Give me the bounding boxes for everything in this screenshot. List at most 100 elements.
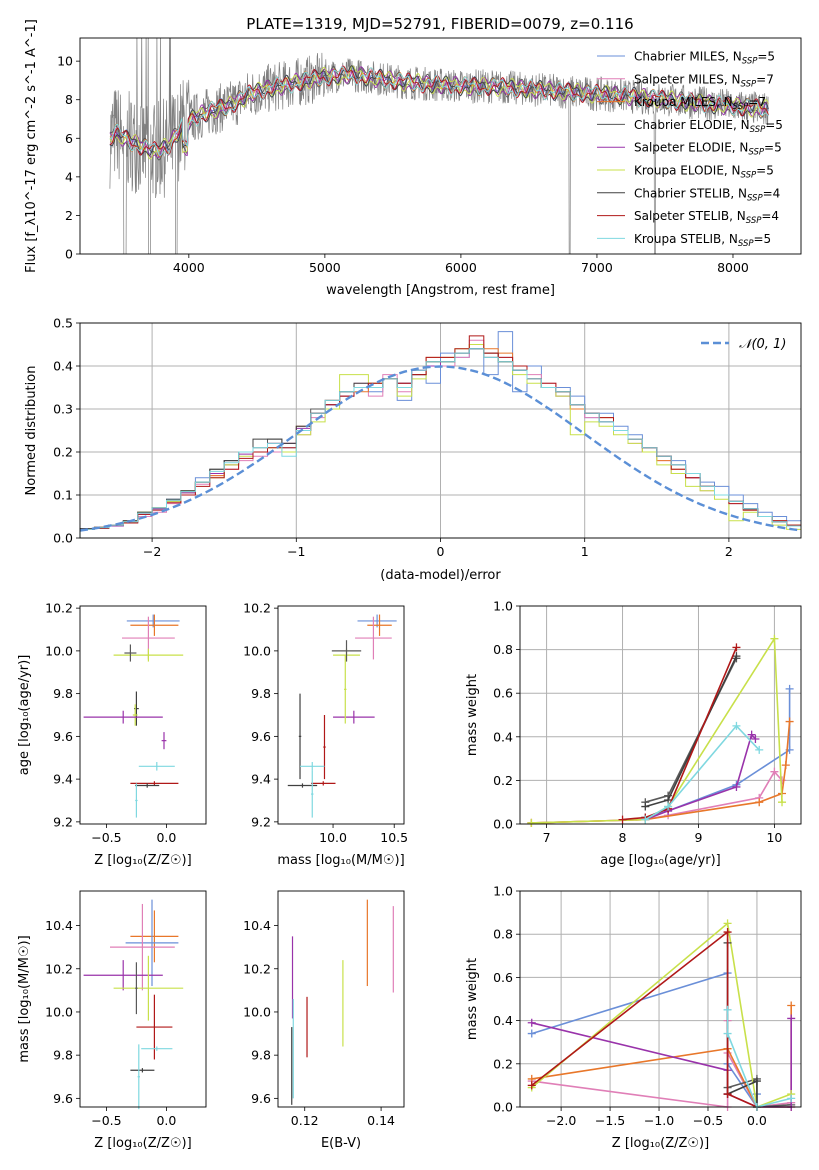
weight-marker [781, 761, 790, 770]
legend-entry: Kroupa STELIB, NSSP=5 [634, 232, 771, 249]
residuals-ylabel: Normed distribution [24, 366, 39, 496]
y-tick-label: 0.2 [53, 445, 73, 460]
y-tick-label: 4 [65, 169, 73, 184]
legend-entry-sub: SSP [738, 239, 754, 249]
y-tick-label: 0.1 [53, 488, 73, 503]
weight-line-kroupa-elodie [531, 921, 792, 1109]
histogram-kroupa-stelib [79, 348, 801, 538]
weight-marker [732, 652, 741, 661]
y-tick-label: 9.6 [53, 1091, 73, 1106]
x-tick-label: 0.0 [156, 830, 176, 845]
y-tick-label: 0.6 [493, 686, 513, 701]
mass_weight_vs_age-frame [519, 605, 802, 825]
weight-marker [752, 1077, 761, 1086]
mass_weight_vs_age-axes: 7 8 9 10 0.0 0.2 0.4 0.6 0.8 1.0 [493, 599, 801, 845]
y-tick-label: 8 [65, 92, 73, 107]
y-tick-label: 9.6 [53, 729, 73, 744]
legend-entry-base: Salpeter ELODIE, N [634, 141, 748, 155]
mass_vs_Z-axes: −0.5 0.0 9.6 9.8 10.0 10.2 10.4 [45, 918, 176, 1128]
weight-marker [527, 818, 536, 827]
errorbar-point [130, 614, 179, 636]
age_vs_mass-xlabel: mass [log₁₀(M/M☉)] [277, 853, 404, 868]
histogram-chabrier-miles [79, 331, 801, 538]
age_vs_Z-xlabel: Z [log₁₀(Z/Z☉)] [94, 853, 191, 868]
age_vs_Z-axes: −0.5 0.0 9.2 9.4 9.6 9.8 10.0 10.2 [45, 601, 176, 845]
x-tick-label: 7 [543, 830, 551, 845]
errorbar-point [113, 955, 184, 1021]
mass_vs_ebv-axes: 0.12 0.14 9.6 9.8 10.0 10.2 10.4 [243, 918, 395, 1128]
x-tick-label: −0.5 [91, 830, 121, 845]
y-tick-label: 9.8 [251, 1048, 271, 1063]
weight-line-salpeter-elodie [645, 732, 757, 821]
weight-marker [787, 1014, 796, 1023]
weight-marker [527, 1081, 536, 1090]
weight-marker [527, 1029, 536, 1038]
y-tick-label: 0.4 [493, 729, 513, 744]
y-tick-label: 9.8 [53, 1048, 73, 1063]
legend-entry-base: Chabrier ELODIE, N [634, 118, 750, 132]
y-tick-label: 10.2 [45, 961, 73, 976]
legend-entry-tail: =5 [765, 118, 783, 132]
x-tick-label: 0.14 [367, 1113, 395, 1128]
legend-entry: Chabrier STELIB, NSSP=4 [634, 186, 780, 203]
legend-entry: Kroupa ELODIE, NSSP=5 [634, 164, 774, 181]
legend-entry-sub: SSP [741, 171, 757, 181]
x-tick-label: 2 [725, 544, 733, 559]
legend-entry-tail: =5 [757, 50, 775, 64]
weight-marker [785, 717, 794, 726]
errorbar-point [130, 781, 179, 786]
y-tick-label: 10.0 [45, 1004, 73, 1019]
mass_vs_Z-ylabel: mass [log₁₀(M/M☉)] [17, 935, 32, 1062]
legend-entry-tail: =5 [764, 141, 782, 155]
legend-entry-tail: =5 [754, 232, 772, 246]
y-tick-label: 9.8 [251, 686, 271, 701]
x-tick-label: 10.5 [380, 830, 408, 845]
errorbar-point [135, 783, 160, 788]
weight-line-kroupa-stelib [644, 724, 760, 821]
x-tick-label: −2.0 [546, 1113, 576, 1128]
errorbar-point [130, 1068, 155, 1073]
y-tick-label: 0.2 [493, 773, 513, 788]
weight-marker [787, 1001, 796, 1010]
y-tick-label: 9.2 [53, 814, 73, 829]
legend-entry: Salpeter STELIB, NSSP=4 [634, 209, 779, 226]
mass_weight_vs_age-xlabel: age [log₁₀(age/yr)] [600, 853, 721, 868]
x-tick-label: 10.0 [319, 830, 347, 845]
x-tick-label: 8000 [717, 260, 749, 275]
histogram-salpeter-stelib [79, 335, 801, 538]
y-tick-label: 0.5 [53, 316, 73, 331]
errorbar-point [110, 903, 175, 991]
spectrum-frame [79, 37, 802, 255]
weight-marker [664, 802, 673, 811]
mass_vs_Z-xlabel: Z [log₁₀(Z/Z☉)] [94, 1136, 191, 1151]
x-tick-label: 0.12 [291, 1113, 319, 1128]
weight-line-chabrier-elodie [727, 1077, 792, 1108]
x-tick-label: 1 [581, 544, 589, 559]
y-tick-label: 10 [57, 54, 73, 69]
mass_vs_Z-frame [79, 890, 207, 1108]
errorbar-point [161, 732, 167, 750]
y-tick-label: 1.0 [493, 884, 513, 899]
residuals-xlabel: (data-model)/error [380, 568, 501, 583]
weight-marker [732, 721, 741, 730]
legend-entry-tail: =5 [756, 164, 774, 178]
weight-marker [787, 1094, 796, 1103]
mass_weight_vs_Z-xlabel: Z [log₁₀(Z/Z☉)] [612, 1136, 709, 1151]
x-tick-label: −1.5 [595, 1113, 625, 1128]
legend-entry-tail: =7 [748, 95, 766, 109]
x-tick-label: 0 [437, 544, 445, 559]
errorbar-point [137, 1044, 140, 1110]
weight-marker [770, 634, 779, 643]
gaussian-curve [79, 365, 802, 532]
y-tick-label: 0 [65, 247, 73, 262]
spectrum-axes: 4000 5000 6000 7000 8000 0 2 4 6 8 10 [57, 54, 749, 275]
legend-entry-sub: SSP [742, 57, 758, 67]
errorbar-point [135, 783, 138, 818]
y-tick-label: 2 [65, 208, 73, 223]
y-tick-label: 0.0 [493, 1100, 513, 1115]
legend-entry-base: Salpeter MILES, N [634, 72, 741, 86]
age_vs_Z-ylabel: age [log₁₀(age/yr)] [17, 655, 32, 776]
x-tick-label: 8 [619, 830, 627, 845]
mass_weight_vs_Z-frame [519, 890, 802, 1108]
